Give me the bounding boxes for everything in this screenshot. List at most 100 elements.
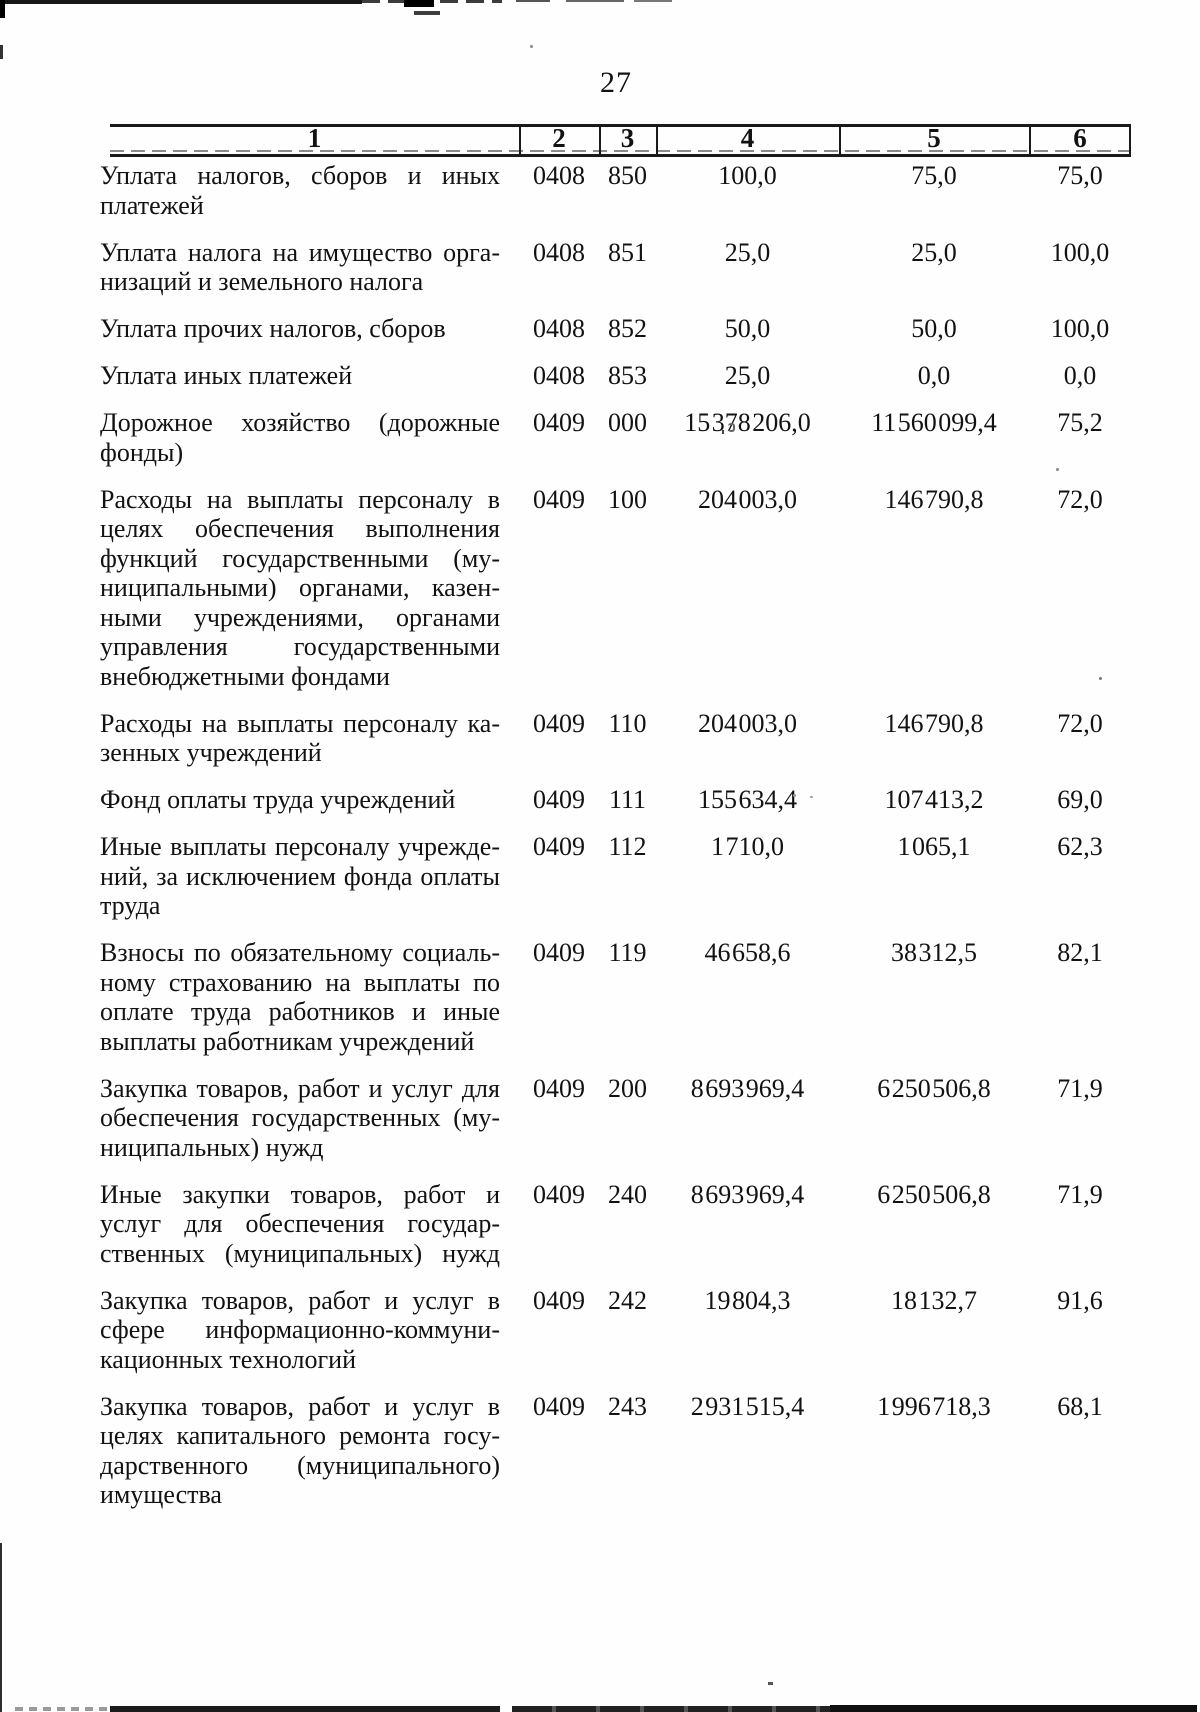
table-header-inner-rule [110, 150, 1131, 152]
cell-section-code: 0409 [533, 938, 585, 967]
table-row: Уплата налогов, сборов и иных платежей 04… [100, 161, 1131, 220]
row-name-line: Фонд оплаты труда учреждений [100, 785, 456, 814]
cell-executed-amount: 146 790,8 [884, 708, 984, 738]
cell-expense-type-code: 100 [608, 484, 647, 514]
row-name-line: Закупка товаров, работ и услуг в [100, 1391, 500, 1421]
cell-expense-type-code: 110 [608, 708, 647, 738]
cell-section-code: 0409 [533, 708, 585, 738]
scan-artifact-bottom-band-3 [830, 1705, 1197, 1712]
scan-artifact-top-speck-1 [516, 0, 550, 2]
cell-plan-amount: 100,0 [718, 161, 777, 190]
table-header-cell-3: 3 [620, 123, 635, 153]
header-divider-4-5 [839, 124, 841, 157]
cell-executed-amount: 18 132,7 [891, 1285, 977, 1315]
cell-expense-type-code: 000 [608, 408, 647, 437]
table-row: Уплата налога на имущество орга-низаций … [100, 238, 1131, 297]
cell-plan-amount: 46 658,6 [704, 938, 791, 967]
cell-expense-type-code: 853 [608, 361, 647, 390]
cell-execution-percent: 62,3 [1057, 832, 1103, 861]
table-header-cell-4: 4 [740, 123, 755, 153]
row-name: Закупка товаров, работ и услуг в сфере ин… [100, 1286, 500, 1375]
scan-artifact-top-dash [414, 11, 440, 15]
table-row: Расходы на выплаты персоналу ка-зенных у… [100, 709, 1131, 768]
scan-artifact-bottom-band-1 [110, 1706, 500, 1712]
cell-plan-amount: 25,0 [724, 237, 771, 267]
row-name-line: платежей [100, 190, 204, 220]
row-name-line: имущества [100, 1480, 222, 1509]
scan-artifact-dot-4 [793, 794, 796, 797]
row-name-line: Уплата налогов, сборов и иных [100, 161, 500, 190]
scan-artifact-dot-6 [1056, 468, 1059, 471]
scan-artifact-dot-1 [530, 45, 533, 48]
cell-plan-amount: 204 003,0 [698, 708, 797, 738]
row-name: Уплата налогов, сборов и иных платежей [100, 161, 500, 220]
cell-executed-amount: 6 250 506,8 [877, 1073, 991, 1103]
row-name-line: внебюджетными фондами [100, 661, 390, 691]
row-name-line: Закупка товаров, работ и услуг для [100, 1073, 500, 1103]
cell-section-code: 0409 [533, 785, 585, 814]
scan-artifact-left-tick [0, 45, 3, 59]
table-row: Уплата иных платежей 0408 853 25,0 0,0 0… [100, 361, 1131, 391]
scan-artifact-top-speck-2 [566, 0, 624, 2]
scan-artifact-smudge-s [728, 423, 735, 432]
table-row: Уплата прочих налогов, сборов 0408 852 5… [100, 314, 1131, 344]
cell-executed-amount: 0,0 [917, 361, 951, 390]
row-name-line: функций государственными (му- [100, 543, 500, 573]
cell-executed-amount: 25,0 [911, 237, 957, 267]
cell-plan-amount: 204 003,0 [698, 484, 797, 514]
row-name: Взносы по обязательному социаль-ному стр… [100, 938, 500, 1056]
row-name: Закупка товаров, работ и услуг в целях ка… [100, 1392, 500, 1510]
row-name: Закупка товаров, работ и услуг для обеспе… [100, 1074, 500, 1163]
row-name-line: выплаты работникам учреждений [100, 1026, 475, 1056]
cell-executed-amount: 1 065,1 [897, 832, 971, 861]
table-body: Уплата налогов, сборов и иных платежей 04… [100, 161, 1131, 1527]
cell-section-code: 0409 [533, 1391, 585, 1421]
row-name-line: низаций и земельного налога [100, 267, 424, 296]
row-name-line: Дорожное хозяйство (дорожные [100, 408, 500, 437]
row-name: Уплата налога на имущество орга-низаций … [100, 238, 500, 297]
cell-executed-amount: 107 413,2 [884, 785, 984, 814]
cell-expense-type-code: 112 [608, 832, 647, 861]
header-divider-1-2 [519, 124, 521, 157]
header-divider-3-4 [656, 124, 658, 157]
row-name-line: оплате труда работников и иные [100, 997, 500, 1026]
cell-execution-percent: 69,0 [1057, 785, 1103, 814]
cell-execution-percent: 72,0 [1057, 484, 1103, 514]
cell-executed-amount: 11 560 099,4 [871, 408, 997, 437]
table-header-cell-6: 6 [1073, 123, 1087, 153]
row-name: Уплата прочих налогов, сборов [100, 314, 500, 344]
cell-executed-amount: 1 996 718,3 [877, 1391, 991, 1421]
cell-section-code: 0409 [533, 1073, 585, 1103]
row-name: Уплата иных платежей [100, 361, 500, 391]
scan-artifact-bottom-band-gray [15, 1707, 110, 1711]
cell-execution-percent: 75,0 [1057, 161, 1103, 190]
table-top-rule [110, 124, 1131, 127]
cell-expense-type-code: 111 [608, 785, 647, 814]
cell-executed-amount: 6 250 506,8 [877, 1179, 991, 1209]
table-header-cell-1: 1 [307, 123, 322, 153]
table-row: Закупка товаров, работ и услуг в целях ка… [100, 1392, 1131, 1510]
cell-plan-amount: 15 378 206,0 [684, 408, 811, 437]
cell-expense-type-code: 850 [608, 161, 647, 190]
row-name-line: Уплата налога на имущество орга- [100, 237, 500, 267]
cell-executed-amount: 50,0 [911, 314, 957, 343]
cell-plan-amount: 155 634,4 [698, 785, 797, 814]
cell-plan-amount: 25,0 [724, 361, 771, 390]
cell-section-code: 0409 [533, 1285, 585, 1315]
cell-executed-amount: 146 790,8 [884, 484, 984, 514]
cell-expense-type-code: 200 [608, 1073, 647, 1103]
cell-execution-percent: 100,0 [1050, 237, 1110, 267]
cell-plan-amount: 50,0 [724, 314, 771, 343]
table-row: Иные закупки товаров, работ и услуг для о… [100, 1180, 1131, 1269]
row-name-line: зенных учреждений [100, 738, 322, 767]
table-row: Закупка товаров, работ и услуг для обеспе… [100, 1074, 1131, 1163]
table-row: Иные выплаты персоналу учрежде-ний, за и… [100, 832, 1131, 921]
scan-artifact-bottom-band-2 [512, 1706, 830, 1712]
cell-section-code: 0409 [533, 1179, 585, 1209]
cell-execution-percent: 82,1 [1057, 938, 1103, 967]
cell-expense-type-code: 242 [608, 1285, 647, 1315]
table-row: Расходы на выплаты персоналу в целях обес… [100, 485, 1131, 692]
row-name-line: ными учреждениями, органами [100, 602, 500, 632]
row-name-line: кационных технологий [100, 1344, 357, 1374]
